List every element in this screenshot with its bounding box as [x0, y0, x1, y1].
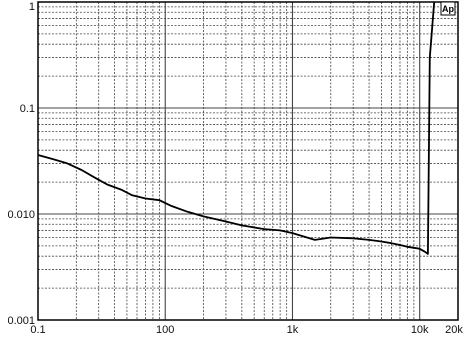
plot-frame [37, 1, 459, 321]
x-tick-label: 20k [445, 324, 463, 336]
ap-logo-text: Ap [442, 4, 454, 14]
x-tick-label: 100 [156, 324, 174, 336]
y-tick-label: 0.1 [20, 103, 35, 115]
grid-lines [38, 2, 458, 320]
y-tick-label: 0.001 [7, 315, 35, 327]
series-layer [37, 1, 436, 255]
x-tick-label: 10k [411, 324, 429, 336]
ap-logo: Ap [440, 1, 456, 16]
x-tick-label: 1k [287, 324, 299, 336]
series-line [37, 1, 436, 255]
y-tick-label: 1 [29, 1, 35, 13]
x-tick-labels: 0.1 100 1k 10k 20k [30, 324, 463, 336]
y-tick-labels: 1 0.1 0.010 0.001 [7, 1, 35, 327]
x-tick-label: 0.1 [30, 324, 45, 336]
y-tick-label: 0.010 [7, 209, 35, 221]
